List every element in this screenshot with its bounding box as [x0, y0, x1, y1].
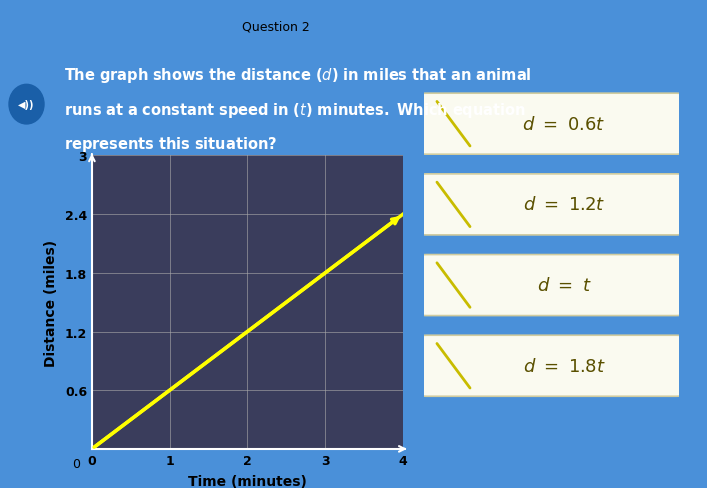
Text: 0: 0: [72, 457, 81, 470]
Text: $\mathit{d}\ =\ 1.8\mathit{t}$: $\mathit{d}\ =\ 1.8\mathit{t}$: [522, 357, 606, 375]
Text: $\mathbf{The\ graph\ shows\ the\ distance\ (}$$\mathbf{\mathit{d}}$$\mathbf{)\ i: $\mathbf{The\ graph\ shows\ the\ distanc…: [64, 66, 531, 85]
Text: $\mathbf{represents\ this\ situation?}$: $\mathbf{represents\ this\ situation?}$: [64, 135, 277, 153]
X-axis label: Time (minutes): Time (minutes): [188, 474, 307, 488]
Y-axis label: Distance (miles): Distance (miles): [44, 239, 58, 366]
Text: ◀)): ◀)): [18, 100, 35, 110]
FancyBboxPatch shape: [419, 175, 684, 235]
Text: $\mathbf{runs\ at\ a\ constant\ speed\ in\ (}$$\mathbf{\mathit{t}}$$\mathbf{)\ m: $\mathbf{runs\ at\ a\ constant\ speed\ i…: [64, 101, 526, 119]
Text: $\mathit{d}\ =\ 1.2\mathit{t}$: $\mathit{d}\ =\ 1.2\mathit{t}$: [523, 196, 605, 214]
Circle shape: [9, 85, 44, 125]
Text: Question 2: Question 2: [242, 20, 310, 33]
Text: $\mathit{d}\ =\ \mathit{t}$: $\mathit{d}\ =\ \mathit{t}$: [537, 277, 592, 294]
Text: $\mathit{d}\ =\ 0.6\mathit{t}$: $\mathit{d}\ =\ 0.6\mathit{t}$: [522, 116, 606, 133]
FancyBboxPatch shape: [419, 336, 684, 396]
FancyBboxPatch shape: [419, 94, 684, 155]
FancyBboxPatch shape: [419, 255, 684, 316]
